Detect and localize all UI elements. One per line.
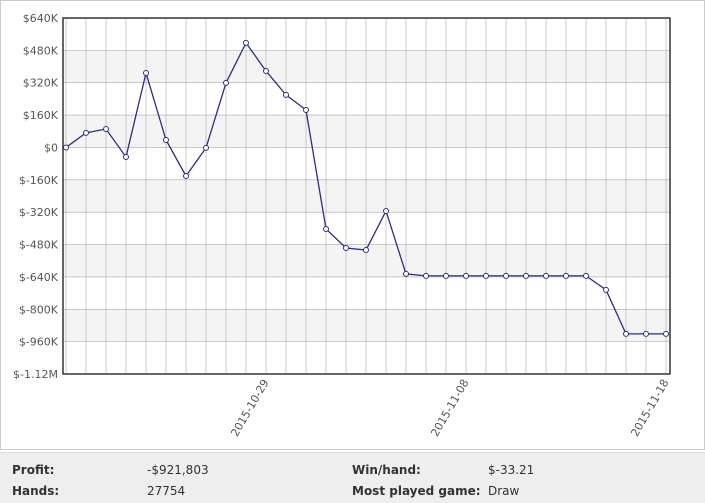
data-point (63, 144, 69, 151)
stat-value: Draw (488, 484, 520, 498)
y-tick-label: $-960K (19, 336, 59, 349)
data-point (163, 136, 169, 143)
y-tick-label: $-800K (19, 303, 59, 316)
data-point (283, 91, 289, 98)
data-point (123, 153, 129, 160)
data-point (543, 272, 549, 279)
data-point (523, 272, 529, 279)
y-tick-label: $640K (23, 12, 59, 25)
data-point (403, 270, 409, 277)
data-point (203, 144, 209, 151)
data-point (83, 129, 89, 136)
stat-label: Hands: (12, 484, 60, 498)
data-point (563, 272, 569, 279)
y-tick-label: $-160K (19, 174, 59, 187)
data-point (383, 207, 389, 214)
data-point (363, 247, 369, 254)
data-point (323, 225, 329, 232)
data-point (623, 330, 629, 337)
data-point (143, 70, 149, 77)
data-point (443, 272, 449, 279)
data-point (263, 67, 269, 74)
y-tick-label: $480K (23, 44, 59, 57)
grid-band (63, 115, 670, 148)
grid-band (63, 50, 670, 83)
y-tick-label: $0 (44, 141, 58, 154)
data-point (103, 126, 109, 133)
x-tick-label: 2015-10-29 (228, 377, 271, 439)
y-tick-label: $160K (23, 109, 59, 122)
data-point (663, 330, 669, 337)
chart-frame: $-1.12M $-960K $-800K $-640K $-480K $-320K $-1… (0, 0, 705, 450)
data-point (303, 107, 309, 114)
y-tick-label: $-1.12M (13, 368, 58, 381)
stat-value: -$921,803 (147, 463, 209, 477)
x-tick-label: 2015-11-18 (628, 377, 671, 439)
stat-label: Most played game: (352, 484, 481, 498)
stats-panel: Profit: -$921,803 Win/hand: $-33.21 Hand… (0, 452, 705, 503)
stat-value: 27754 (147, 484, 186, 498)
chart: $-1.12M $-960K $-800K $-640K $-480K $-320K $-1… (13, 12, 672, 439)
stat-label: Win/hand: (352, 463, 421, 477)
stat-label: Profit: (12, 463, 55, 477)
plot-border (62, 17, 671, 375)
data-point (583, 272, 589, 279)
data-point (643, 330, 649, 337)
grid-band (63, 309, 670, 342)
grid-band (63, 179, 670, 213)
data-point (603, 286, 609, 293)
y-tick-label: $-480K (19, 239, 59, 252)
data-point (223, 79, 229, 86)
x-tick-label: 2015-11-08 (428, 377, 471, 439)
y-tick-label: $-320K (19, 206, 59, 219)
data-point (243, 39, 249, 46)
stat-value: $-33.21 (488, 463, 535, 477)
y-tick-label: $320K (23, 77, 59, 90)
data-point (343, 244, 349, 251)
data-point (423, 272, 429, 279)
y-tick-label: $-640K (19, 271, 59, 284)
data-point (183, 172, 189, 179)
data-point (483, 272, 489, 279)
data-point (503, 272, 509, 279)
data-point (463, 272, 469, 279)
